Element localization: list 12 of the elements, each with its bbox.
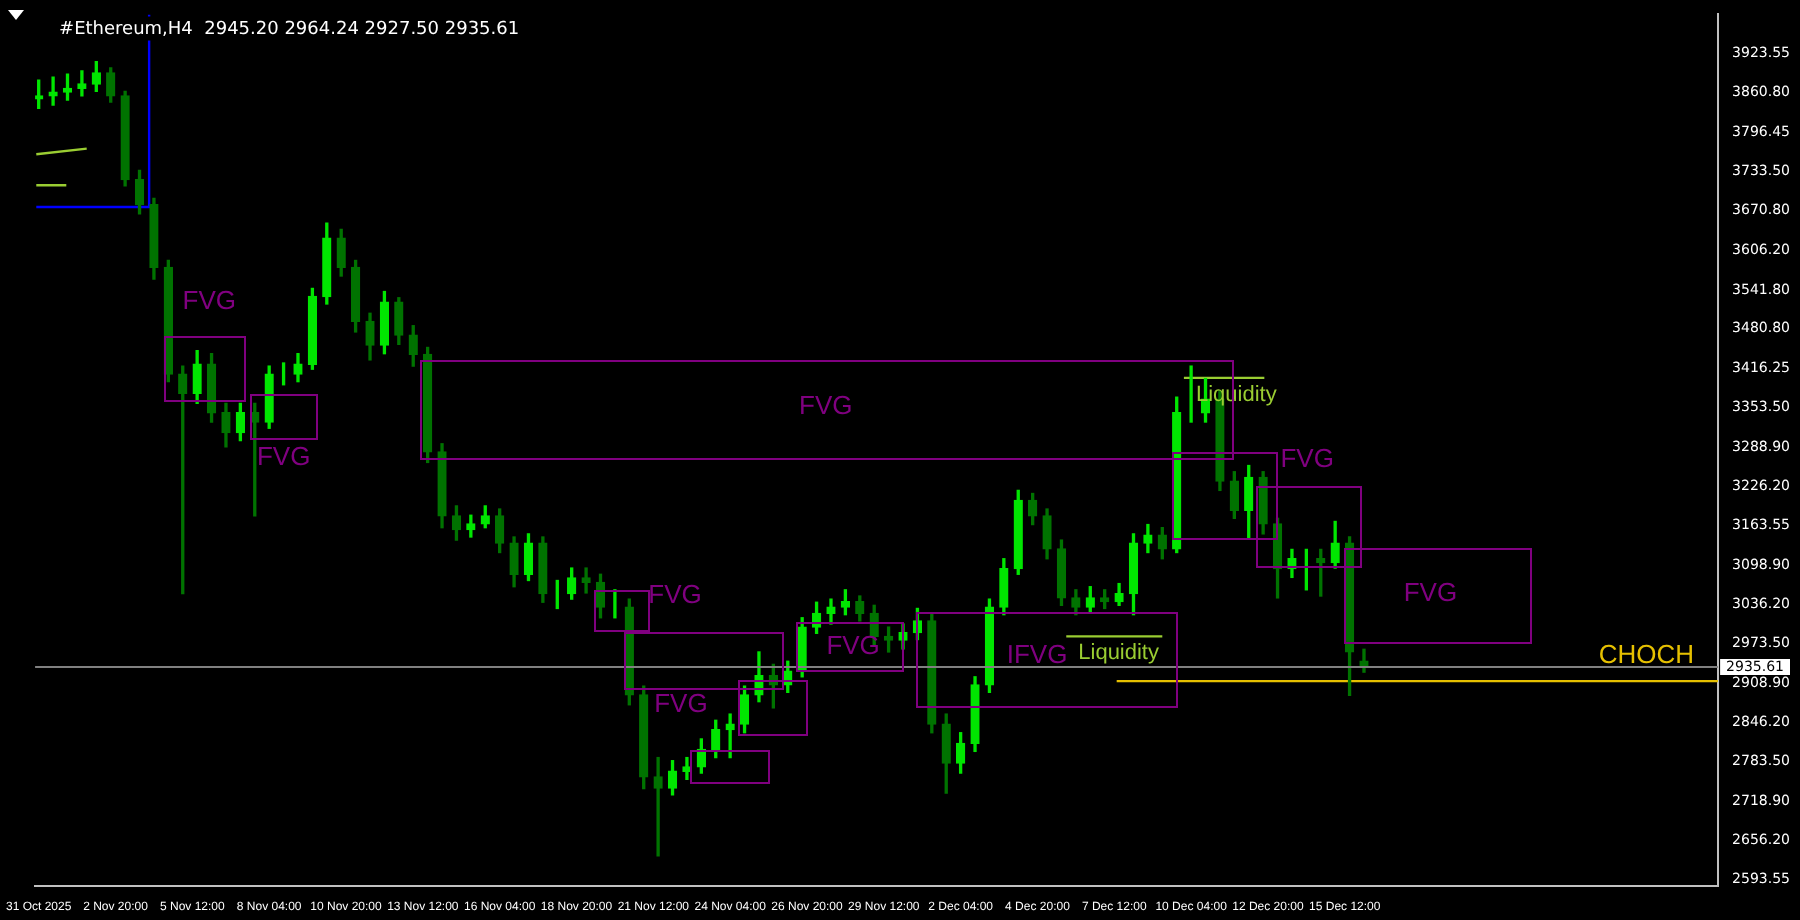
annotation: FVG [826, 629, 880, 660]
annotation: FVG [1280, 442, 1334, 473]
chart-title: #Ethereum,H4 2945.20 2964.24 2927.50 2935.61 [59, 20, 520, 41]
annotation: FVG [256, 440, 311, 471]
annotation: IFVG [1006, 639, 1068, 670]
annotation: FVG [798, 390, 853, 421]
annotation: FVG [648, 579, 702, 609]
series-label: CHOCH [1598, 639, 1695, 670]
annotation: FVG [1403, 577, 1458, 608]
annotation: FVG [654, 687, 708, 718]
series-label: Liquidity [1078, 641, 1160, 666]
annotation: FVG [182, 285, 236, 316]
